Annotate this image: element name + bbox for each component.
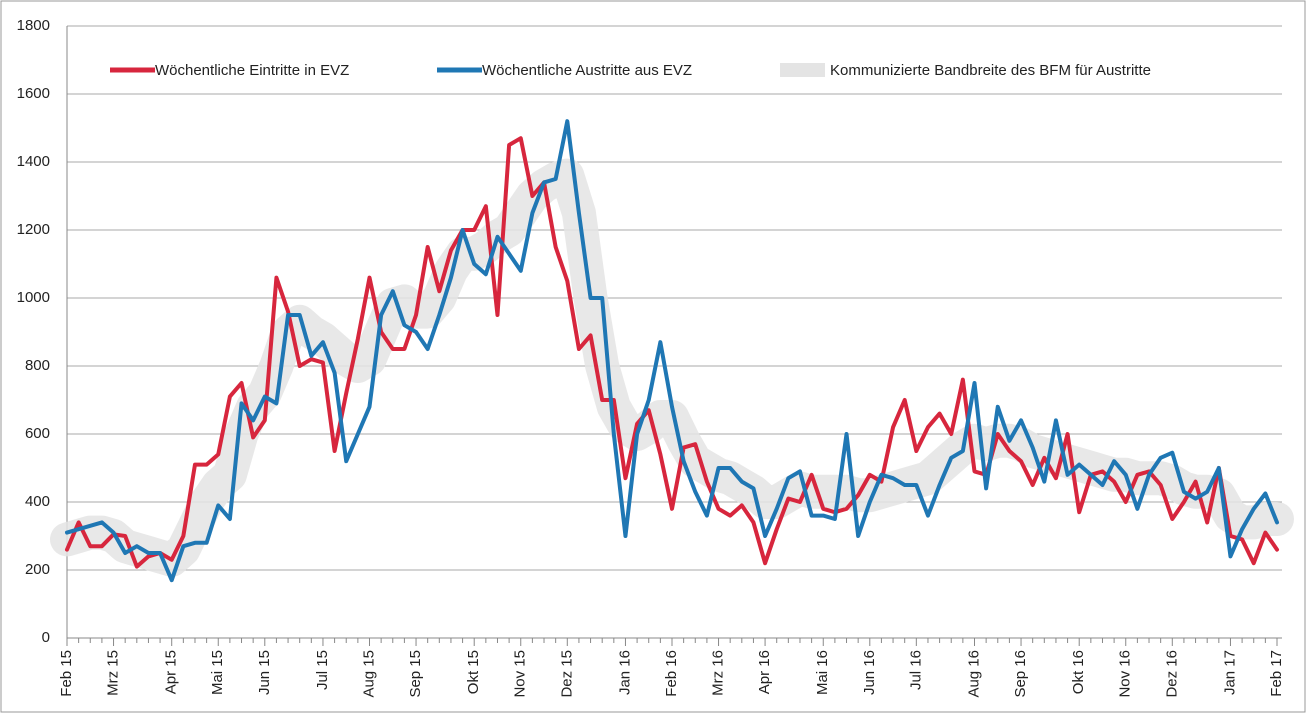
x-tick-label: Sep 15 <box>407 650 424 698</box>
x-tick-label: Jan 17 <box>1221 650 1238 695</box>
y-tick-label: 1200 <box>17 221 50 238</box>
line <box>65 119 1279 583</box>
x-tick-label: Nov 16 <box>1117 650 1134 698</box>
x-tick-label: Nov 15 <box>512 650 529 698</box>
legend-label: Wöchentliche Austritte aus EVZ <box>482 62 692 79</box>
x-tick-label: Jul 15 <box>314 650 331 690</box>
x-tick-label: Feb 16 <box>663 650 680 697</box>
x-tick-label: Sep 16 <box>1012 650 1029 698</box>
y-tick-label: 200 <box>25 561 50 578</box>
legend-label: Wöchentliche Eintritte in EVZ <box>155 62 349 79</box>
x-tick-label: Aug 15 <box>360 650 377 698</box>
y-tick-label: 1400 <box>17 153 50 170</box>
x-tick-label: Apr 16 <box>756 650 773 694</box>
x-tick-label: Dez 16 <box>1163 650 1180 698</box>
x-tick-label: Mai 16 <box>814 650 831 695</box>
legend-label: Kommunizierte Bandbreite des BFM für Aus… <box>830 62 1151 79</box>
y-tick-label: 0 <box>42 629 50 646</box>
x-tick-label: Jun 15 <box>256 650 273 695</box>
y-tick-label: 800 <box>25 357 50 374</box>
x-tick-label: Jan 16 <box>616 650 633 695</box>
y-tick-label: 1800 <box>17 17 50 34</box>
x-tick-label: Okt 16 <box>1070 650 1087 694</box>
x-tick-label: Okt 15 <box>465 650 482 694</box>
x-tick-label: Mai 15 <box>209 650 226 695</box>
x-tick-label: Mrz 15 <box>105 650 122 696</box>
x-tick-label: Mrz 16 <box>710 650 727 696</box>
y-tick-label: 400 <box>25 493 50 510</box>
x-tick-label: Feb 15 <box>58 650 75 697</box>
x-tick-label: Aug 16 <box>965 650 982 698</box>
y-tick-label: 1000 <box>17 289 50 306</box>
x-tick-label: Jun 16 <box>861 650 878 695</box>
y-tick-label: 1600 <box>17 85 50 102</box>
x-tick-label: Apr 15 <box>163 650 180 694</box>
line <box>65 136 1279 569</box>
y-tick-label: 600 <box>25 425 50 442</box>
x-tick-label: Jul 16 <box>907 650 924 690</box>
x-tick-label: Dez 15 <box>558 650 575 698</box>
x-tick-label: Feb 17 <box>1268 650 1285 697</box>
